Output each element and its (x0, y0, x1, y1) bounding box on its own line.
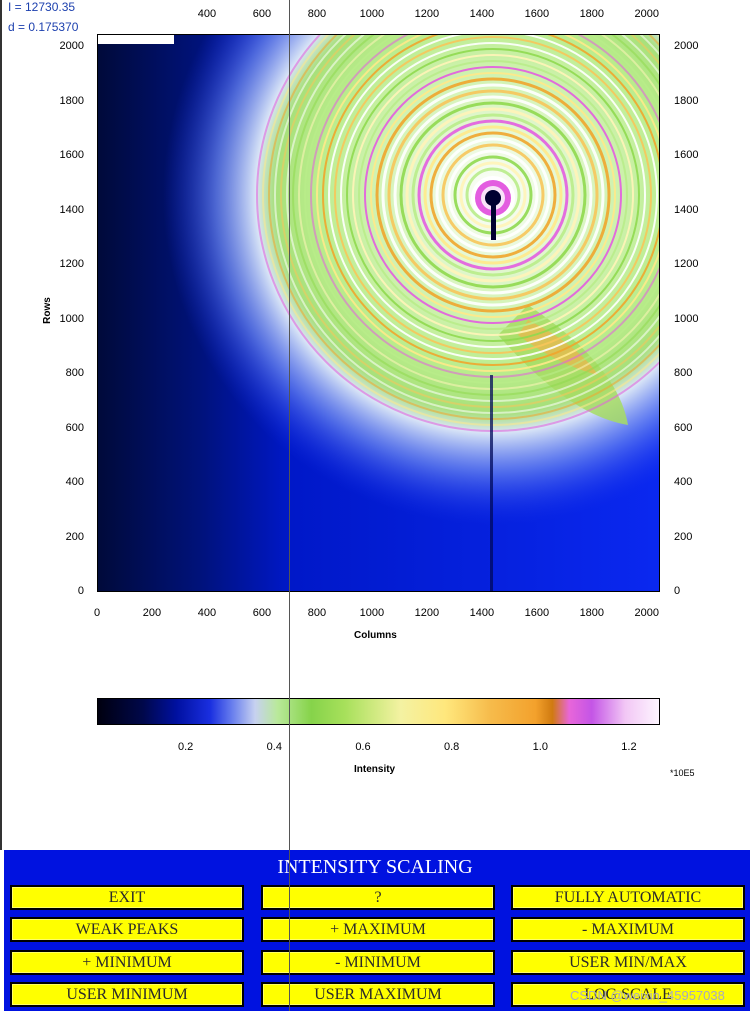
diffraction-ring (346, 48, 640, 342)
y-tick-label-right: 1000 (674, 312, 699, 325)
y-tick-label-left: 400 (65, 476, 84, 489)
beam-streak (490, 375, 493, 591)
diffraction-ring (423, 125, 563, 265)
cursor-crosshair (289, 0, 290, 1011)
x-tick-label: 1000 (359, 607, 385, 619)
x-tick-label: 1200 (414, 607, 440, 619)
top-tick-label: 1800 (579, 8, 605, 20)
y-tick-label-left: 200 (65, 530, 84, 543)
diffraction-ring (364, 66, 622, 324)
diffraction-ring (393, 95, 593, 295)
panel-title: INTENSITY SCALING (277, 856, 473, 878)
x-tick-label: 800 (307, 607, 327, 619)
colorbar-tick-label: 0.2 (178, 741, 194, 753)
y-tick-label-right: 1200 (674, 258, 699, 271)
diffraction-ring (352, 54, 634, 336)
top-tick-label: 1000 (359, 8, 385, 20)
y-tick-label-left: 0 (77, 585, 84, 597)
colorbar-tick-label: 0.8 (443, 741, 460, 753)
beam-stop (485, 190, 501, 206)
top-tick-label: 800 (307, 8, 327, 20)
diffraction-ring (441, 143, 545, 247)
y-tick-label-right: 1400 (674, 203, 699, 216)
user-min-max-button[interactable]: USER MIN/MAX (511, 950, 745, 975)
y-tick-label-left: 1000 (59, 312, 84, 325)
diffraction-ring (370, 72, 616, 318)
x-tick-label: 400 (197, 607, 217, 619)
top-tick-label: 600 (252, 8, 272, 20)
top-tick-label: 1200 (414, 8, 440, 20)
diffraction-ring (328, 35, 658, 360)
x-tick-label: 1400 (469, 607, 495, 619)
x-tick-label: 200 (142, 607, 162, 619)
y-tick-label-left: 800 (65, 367, 84, 380)
diffraction-ring (340, 42, 646, 348)
user-maximum-button[interactable]: USER MAXIMUM (261, 982, 495, 1007)
colorbar-tick-label: 0.4 (266, 741, 282, 753)
top-tick-label: 400 (197, 8, 217, 20)
colorbar-tick-label: 1.2 (621, 741, 637, 753)
watermark: CSDN @weixin_45957038 (570, 988, 725, 1003)
diffraction-ring (435, 137, 551, 253)
x-tick-label: 1800 (579, 607, 605, 619)
masked-corner (98, 35, 174, 44)
diffraction-ring (399, 101, 587, 289)
y-tick-label-right: 1600 (674, 149, 699, 162)
user-minimum-button[interactable]: USER MINIMUM (10, 982, 244, 1007)
y-tick-label-left: 1800 (59, 94, 84, 107)
help-button[interactable]: ? (261, 885, 495, 910)
diffraction-ring (405, 107, 581, 283)
colorbar-exponent: *10E5 (670, 768, 695, 778)
diffraction-ring (334, 36, 652, 354)
diffraction-ring (387, 89, 599, 301)
diffraction-ring (322, 35, 659, 366)
colorbar-tick-label: 0.6 (355, 741, 371, 753)
weak-peaks-button[interactable]: WEAK PEAKS (10, 917, 244, 942)
exit-button[interactable]: EXIT (10, 885, 244, 910)
diffraction-ring (358, 60, 628, 330)
log-scale-button[interactable]: LOG SCALE (511, 982, 745, 1007)
x-tick-label: 0 (93, 607, 101, 619)
window-left-edge (0, 0, 2, 850)
x-tick-label: 2000 (634, 607, 660, 619)
y-tick-label-right: 600 (674, 421, 693, 434)
y-tick-label-left: 1400 (59, 203, 84, 216)
diffraction-ring (429, 131, 557, 259)
intensity-colorbar (97, 698, 660, 725)
top-tick-label: 2000 (634, 8, 660, 20)
y-tick-label-right: 1800 (674, 94, 699, 107)
diffraction-ring (411, 113, 575, 277)
diffraction-ring (417, 119, 569, 271)
beam-stop-arm (491, 200, 496, 240)
d-spacing-readout: d = 0.175370 (8, 20, 79, 34)
top-tick-label: 1400 (469, 8, 495, 20)
top-tick-label: 1600 (524, 8, 550, 20)
x-tick-label: 1600 (524, 607, 550, 619)
y-tick-label-left: 1600 (59, 149, 84, 162)
y-axis-title: Rows (41, 297, 53, 324)
y-tick-label-left: 1200 (59, 258, 84, 271)
diffraction-image[interactable] (97, 34, 660, 592)
x-tick-label: 600 (252, 607, 272, 619)
y-tick-label-right: 800 (674, 367, 693, 380)
y-tick-label-right: 400 (674, 476, 693, 489)
plus-minimum-button[interactable]: + MINIMUM (10, 950, 244, 975)
minus-maximum-button[interactable]: - MAXIMUM (511, 917, 745, 942)
intensity-readout: I = 12730.35 (8, 0, 76, 14)
y-tick-label-right: 200 (674, 530, 693, 543)
y-tick-label-right: 0 (674, 585, 681, 597)
diffraction-ring (316, 35, 659, 372)
fully-automatic-button[interactable]: FULLY AUTOMATIC (511, 885, 745, 910)
minus-minimum-button[interactable]: - MINIMUM (261, 950, 495, 975)
diffraction-ring (381, 83, 605, 307)
y-tick-label-left: 2000 (59, 40, 84, 53)
x-axis-title: Columns (354, 630, 397, 641)
diffraction-image-svg (98, 35, 659, 591)
colorbar-tick-label: 1.0 (532, 741, 548, 753)
plus-maximum-button[interactable]: + MAXIMUM (261, 917, 495, 942)
diffraction-ring (375, 77, 611, 313)
y-tick-label-left: 600 (65, 421, 84, 434)
colorbar-label: Intensity (354, 764, 396, 775)
y-tick-label-right: 2000 (674, 40, 699, 53)
